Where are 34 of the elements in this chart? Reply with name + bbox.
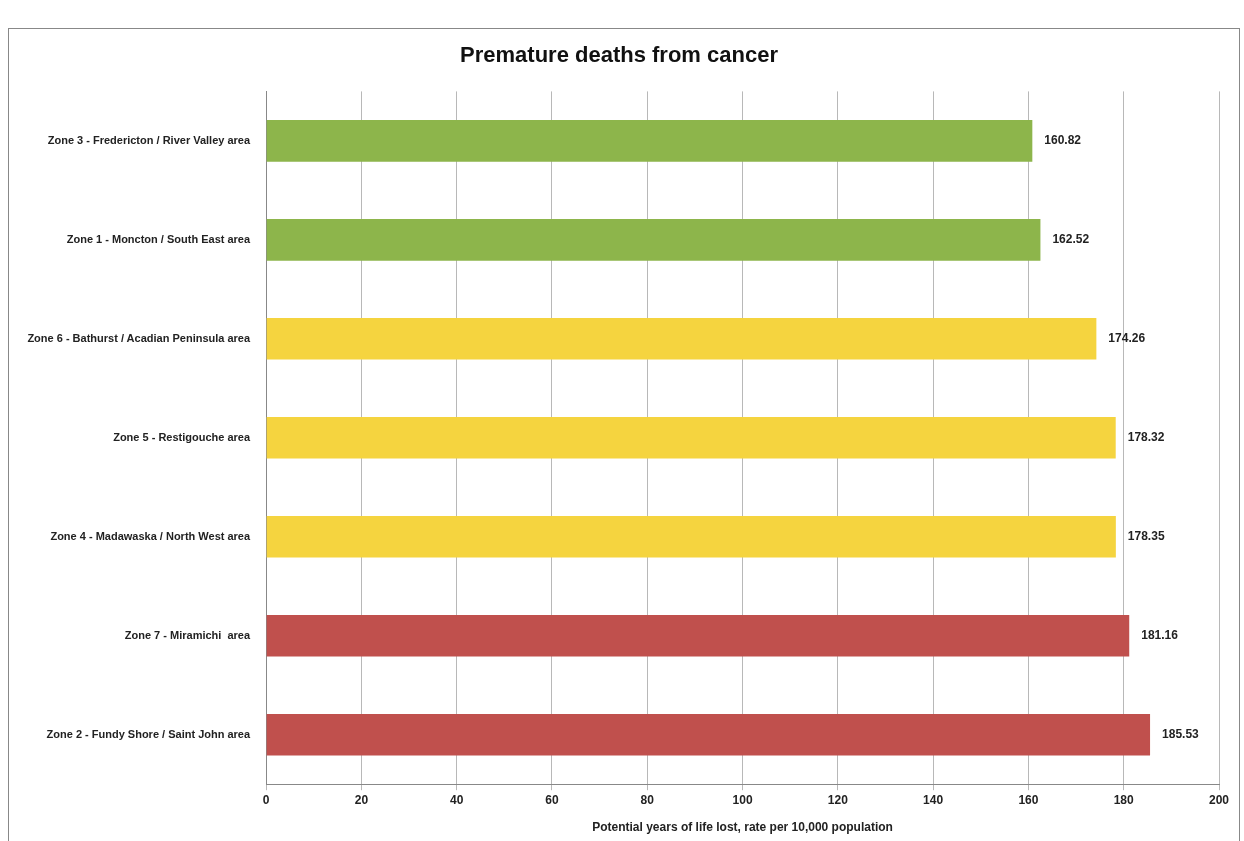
x-axis-title: Potential years of life lost, rate per 10,000 population [592,820,893,835]
x-tick-label: 100 [732,792,753,807]
x-tick-label: 200 [1208,792,1230,807]
x-tick-label: 20 [354,792,369,807]
data-label: 160.82 [1044,133,1082,148]
y-tick-label: Zone 5 - Restigouche area [113,430,251,443]
x-tick-label: 80 [640,792,655,807]
y-tick-label: Zone 2 - Fundy Shore / Saint John area [46,727,251,740]
data-label: 162.52 [1052,232,1090,247]
data-label: 178.32 [1127,430,1165,445]
y-tick-label: Zone 6 - Bathurst / Acadian Peninsula area [27,331,251,344]
y-tick-label: Zone 7 - Miramichi area [124,628,251,641]
data-label: 174.26 [1108,331,1146,346]
bar [266,417,1116,459]
x-tick-label: 0 [262,792,270,807]
bar [266,120,1033,162]
x-tick-label: 160 [1018,792,1039,807]
bar [266,219,1041,261]
bar [266,614,1130,657]
data-label: 185.53 [1162,727,1200,742]
x-tick-label: 180 [1113,792,1135,807]
x-tick-label: 120 [827,792,849,807]
x-tick-label: 40 [450,792,464,807]
bar [266,318,1097,360]
y-tick-label: Zone 3 - Fredericton / River Valley area [47,133,251,146]
bar [266,515,1116,558]
bar [266,713,1151,756]
chart-title: Premature deaths from cancer [460,42,779,68]
y-tick-label: Zone 1 - Moncton / South East area [66,232,251,245]
data-label: 178.35 [1127,529,1165,544]
x-tick-label: 60 [545,792,559,807]
y-tick-label: Zone 4 - Madawaska / North West area [50,529,251,542]
x-tick-label: 140 [923,792,944,807]
data-label: 181.16 [1141,628,1179,643]
